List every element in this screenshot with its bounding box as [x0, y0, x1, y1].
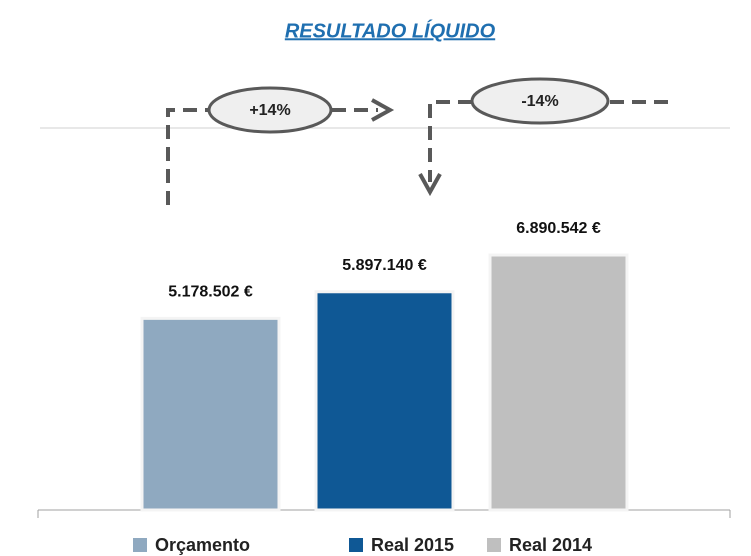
arrow [166, 108, 208, 205]
arrow-head [418, 173, 442, 197]
arrow [428, 100, 472, 182]
legend-label: Real 2015 [371, 535, 454, 555]
value-label: 6.890.542 € [516, 220, 601, 237]
value-label: 5.178.502 € [168, 284, 253, 301]
bar [140, 316, 281, 512]
annotation-bubble [207, 86, 333, 134]
bar [314, 290, 455, 512]
legend-swatch [133, 538, 147, 552]
annotation: -14% [521, 93, 558, 110]
value-label: 5.897.140 € [342, 257, 427, 274]
legend-label: Orçamento [155, 535, 250, 555]
annotation-bubble [470, 77, 610, 125]
legend-swatch [487, 538, 501, 552]
legend-label: Real 2014 [509, 535, 592, 555]
bar [488, 253, 629, 512]
legend-swatch [349, 538, 363, 552]
annotation: +14% [249, 102, 290, 119]
chart-title: RESULTADO LÍQUIDO [285, 19, 496, 42]
arrow-head [371, 98, 395, 122]
